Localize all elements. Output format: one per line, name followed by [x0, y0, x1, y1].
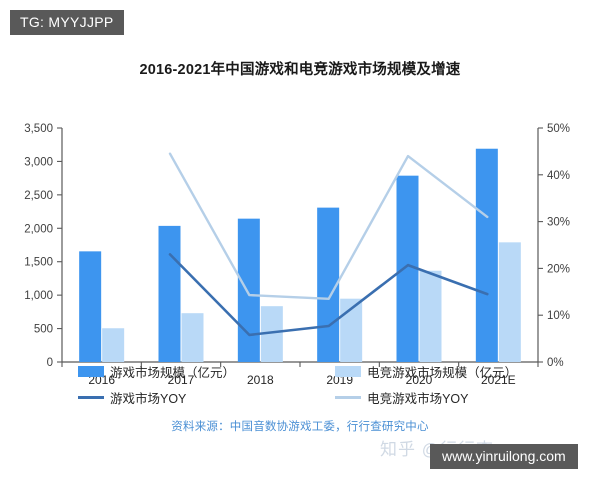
y-axis-right-tick-label: 20% [547, 263, 570, 275]
bar-esports-market-size [181, 313, 204, 362]
legend-item-esports-yoy[interactable]: 电竞游戏市场YOY [317, 386, 565, 408]
url-badge: www.yinruilong.com [430, 444, 578, 469]
bar-game-market-size [79, 251, 102, 362]
legend-swatch-bar-dark [78, 365, 104, 377]
legend-label-game-yoy: 游戏市场YOY [110, 391, 187, 406]
x-axis-tick-label: 2019 [326, 373, 353, 387]
legend-swatch-bar-light [335, 365, 362, 377]
y-axis-tick-label: 2,000 [24, 223, 53, 235]
legend-row-lines: 游戏市场YOY 电竞游戏市场YOY [55, 386, 565, 408]
plot-area: 0 500 1,000 1,500 2,000 2,500 3,000 3,500 0% 10% 2… [0, 40, 600, 440]
chart-svg: 0 500 1,000 1,500 2,000 2,500 3,000 3,500 0% 10% 2… [24, 123, 570, 387]
y-axis-tick-label: 1,500 [24, 257, 53, 269]
bar-game-market-size [237, 218, 260, 362]
y-axis-right-tick-label: 0% [547, 357, 564, 369]
legend-item-game-market-size[interactable]: 游戏市场规模（亿元） [55, 360, 317, 382]
bar-game-market-size [396, 175, 419, 362]
bar-game-market-size [158, 225, 181, 362]
bar-esports-market-size [419, 270, 442, 362]
y-axis-right-tick-label: 40% [547, 170, 570, 182]
y-axis-tick-label: 3,500 [24, 123, 53, 135]
legend-label-game-market-size: 游戏市场规模（亿元） [110, 365, 236, 380]
y-axis-tick-label: 3,000 [24, 156, 53, 168]
chart-card: 2016-2021年中国游戏和电竞游戏市场规模及增速 0 500 1,000 1,50… [0, 40, 600, 459]
legend-swatch-line-light [335, 395, 362, 399]
bar-esports-market-size [260, 306, 283, 362]
chart-legend: 游戏市场规模（亿元） 电竞游戏市场规模（亿元） 游戏市场YOY 电竞游戏市场YO… [55, 360, 565, 412]
x-axis-tick-label: 2018 [247, 373, 274, 387]
x-axis-tick-label: 2021E [481, 373, 516, 387]
line-esports-yoy [168, 152, 489, 300]
y-axis-tick-label: 1,000 [24, 290, 53, 302]
tg-badge: TG: MYYJJPP [10, 10, 124, 35]
y-axis-tick-label: 500 [34, 324, 53, 336]
y-axis-tick-label: 0 [47, 357, 53, 369]
bar-esports-market-size [102, 328, 125, 362]
legend-row-bars: 游戏市场规模（亿元） 电竞游戏市场规模（亿元） [55, 360, 565, 382]
legend-label-esports-yoy: 电竞游戏市场YOY [367, 391, 469, 406]
source-note: 资料来源：中国音数协游戏工委，行行查研究中心 [171, 421, 429, 433]
legend-item-esports-market-size[interactable]: 电竞游戏市场规模（亿元） [317, 360, 565, 382]
x-axis-tick-label: 2020 [406, 373, 433, 387]
legend-swatch-line-dark [78, 395, 104, 399]
x-axis-tick-label: 2016 [88, 373, 115, 387]
legend-item-game-yoy[interactable]: 游戏市场YOY [55, 386, 317, 408]
bar-game-market-size [475, 148, 498, 362]
y-axis-right-tick-label: 50% [547, 123, 570, 135]
x-axis-tick-label: 2017 [168, 373, 195, 387]
y-axis-tick-label: 2,500 [24, 190, 53, 202]
y-axis-right-tick-label: 30% [547, 217, 570, 229]
line-game-yoy [168, 253, 489, 337]
chart-title: 2016-2021年中国游戏和电竞游戏市场规模及增速 [139, 62, 461, 78]
legend-label-esports-market-size: 电竞游戏市场规模（亿元） [367, 365, 518, 380]
bar-esports-market-size [498, 242, 521, 362]
y-axis-right-tick-label: 10% [547, 310, 570, 322]
